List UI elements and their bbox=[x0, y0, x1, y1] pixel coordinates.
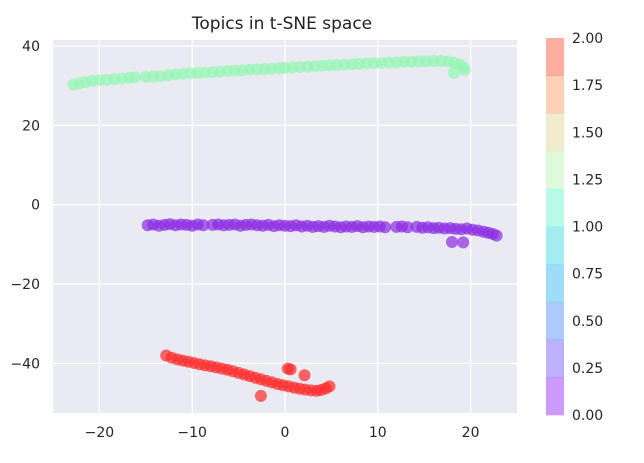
colorbar-segment bbox=[546, 339, 564, 378]
scatter-point bbox=[323, 380, 336, 393]
scatter-point bbox=[254, 389, 267, 402]
scatter-point bbox=[128, 71, 141, 84]
scatter-point bbox=[490, 229, 503, 242]
scatter-point bbox=[284, 363, 297, 376]
colorbar-segment bbox=[546, 301, 564, 340]
x-tick-label: −20 bbox=[85, 425, 115, 441]
scatter-point bbox=[457, 236, 470, 249]
y-tick-label: 0 bbox=[31, 198, 40, 214]
scatter-point bbox=[401, 221, 414, 234]
y-tick-label: 20 bbox=[22, 118, 40, 134]
colorbar bbox=[546, 38, 564, 416]
colorbar-tick-label: 1.00 bbox=[572, 220, 603, 236]
colorbar-tick-label: 0.00 bbox=[572, 408, 603, 424]
scatter-point bbox=[459, 63, 471, 76]
colorbar-tick-label: 1.25 bbox=[572, 172, 603, 188]
x-tick-label: 10 bbox=[369, 425, 387, 441]
y-tick-label: 40 bbox=[22, 39, 40, 55]
scatter-point bbox=[197, 219, 210, 232]
colorbar-segment bbox=[546, 226, 564, 265]
colorbar-tick-label: 0.50 bbox=[572, 314, 603, 330]
y-tick-label: −40 bbox=[10, 356, 40, 372]
colorbar-ticks: 0.00 0.25 0.50 0.75 1.00 1.25 1.50 1.75 2.00 bbox=[572, 31, 603, 424]
colorbar-segment bbox=[546, 264, 564, 303]
colorbar-segment bbox=[546, 188, 564, 227]
colorbar-tick-label: 1.50 bbox=[572, 125, 603, 141]
colorbar-tick-label: 0.75 bbox=[572, 267, 603, 283]
colorbar-segment bbox=[546, 75, 564, 114]
scatter-point bbox=[447, 66, 460, 79]
colorbar-segment bbox=[546, 377, 564, 416]
x-tick-label: 20 bbox=[462, 425, 480, 441]
x-axis-ticks: −20 −10 0 10 20 bbox=[85, 425, 480, 441]
y-tick-label: −20 bbox=[10, 277, 40, 293]
colorbar-segment bbox=[546, 151, 564, 190]
x-tick-label: −10 bbox=[177, 425, 207, 441]
colorbar-tick-label: 1.75 bbox=[572, 78, 603, 94]
colorbar-segment bbox=[546, 113, 564, 152]
colorbar-tick-label: 2.00 bbox=[572, 31, 603, 47]
colorbar-segment bbox=[546, 38, 564, 76]
x-tick-label: 0 bbox=[281, 425, 290, 441]
points-layer bbox=[67, 55, 503, 402]
colorbar-tick-label: 0.25 bbox=[572, 361, 603, 377]
scatter-point bbox=[446, 236, 458, 248]
chart-title: Topics in t-SNE space bbox=[191, 14, 372, 34]
scatter-point bbox=[379, 221, 392, 234]
y-axis-ticks: −40 −20 0 20 40 bbox=[10, 39, 40, 372]
scatter-point bbox=[298, 369, 311, 382]
